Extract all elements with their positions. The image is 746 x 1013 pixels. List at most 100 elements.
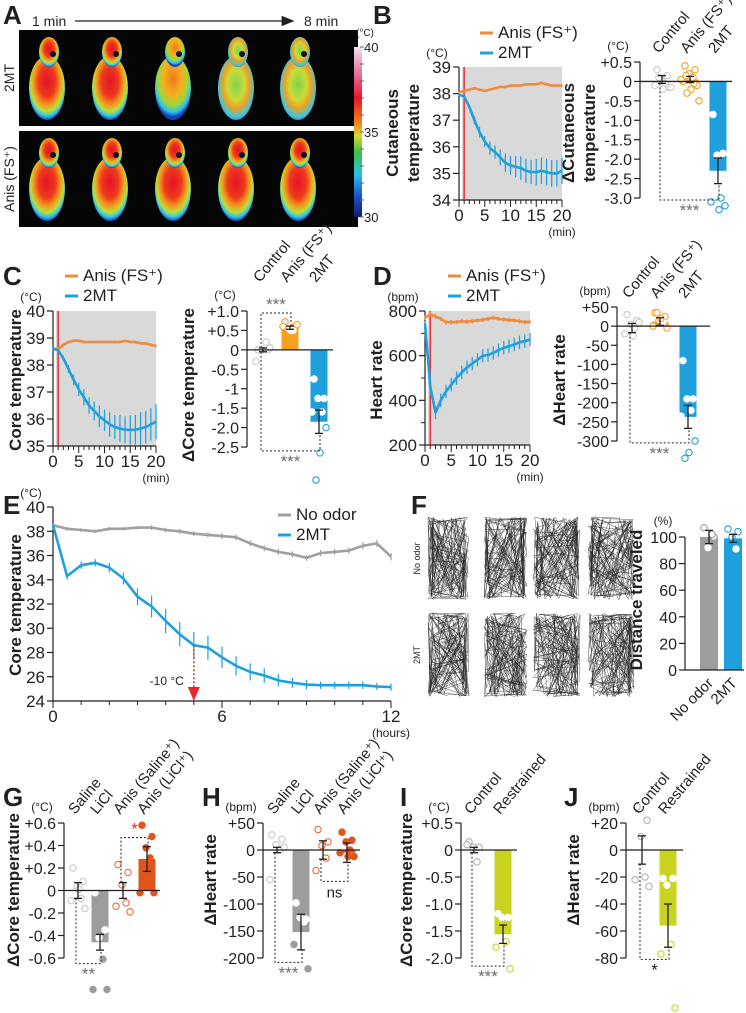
mouse-body	[29, 56, 65, 120]
y-tick-label: -0.4	[28, 929, 56, 946]
mouse-thermal-image	[92, 138, 128, 221]
data-point	[659, 85, 667, 93]
x-tick-label: 20	[521, 451, 540, 470]
data-point	[314, 825, 322, 834]
series-anis-fs-	[52, 339, 157, 351]
y-axis-title: temperature	[580, 84, 599, 182]
data-point	[262, 338, 270, 346]
y-tick-label: +50	[582, 300, 609, 317]
data-point	[659, 874, 667, 883]
data-point	[266, 875, 274, 884]
data-point	[292, 899, 300, 907]
series-line	[458, 93, 563, 175]
bar-chart-c: +1.0+0.50-0.5-1-1.5-2.0-2.5(°C)ControlAn…	[179, 221, 338, 484]
data-point	[142, 843, 150, 852]
data-point	[338, 828, 346, 836]
colorbar-unit: (°C)	[356, 28, 374, 39]
data-point	[138, 821, 146, 829]
mouse-body	[92, 56, 128, 120]
bar	[138, 859, 156, 891]
data-point	[691, 66, 699, 74]
row-label: Anis (FS⁺)	[1, 146, 17, 212]
data-point	[318, 841, 326, 850]
data-point	[657, 314, 665, 323]
bar	[679, 326, 697, 417]
significance-label: ***	[266, 295, 286, 314]
y-tick-label: 34	[432, 191, 451, 210]
y-tick-label: -200	[223, 951, 255, 968]
data-point	[704, 543, 712, 552]
x-tick-label: 0	[48, 707, 57, 726]
data-point	[677, 412, 685, 420]
y-axis-unit: (°C)	[20, 486, 41, 500]
data-point	[657, 950, 665, 958]
y-axis-unit: (°C)	[20, 290, 41, 304]
mouse-eye	[239, 152, 245, 158]
colorbar-tick-label: 35	[364, 125, 378, 140]
data-point	[492, 943, 500, 951]
series-line	[423, 323, 531, 414]
panel-label-d: D	[373, 261, 392, 291]
y-tick-label: -0.6	[28, 951, 56, 968]
panel-label-e: E	[3, 490, 20, 520]
y-tick-label: -250	[577, 415, 609, 432]
bar-group-anis-fs	[677, 62, 703, 105]
data-point	[342, 838, 350, 846]
colorbar-tick-label: 30	[364, 210, 378, 225]
legend-label: 2MT	[498, 43, 532, 62]
y-axis-unit: (°C)	[426, 46, 447, 60]
mouse-thermal-image	[218, 138, 254, 221]
data-point	[278, 835, 286, 843]
panel-label-h: H	[202, 782, 221, 812]
data-point	[629, 331, 637, 340]
category-label: 2MT	[708, 675, 741, 708]
bar-group-2mt	[677, 326, 699, 462]
mouse-thermal-image	[218, 37, 254, 120]
y-axis-unit: (bpm)	[579, 284, 610, 298]
data-point	[717, 194, 725, 202]
bar-group-anis-fs	[279, 318, 301, 350]
panel-label-b: B	[373, 0, 392, 30]
bar-group-control	[651, 66, 675, 93]
y-tick-label: -0.5	[604, 94, 632, 111]
bar-group-anis-licl	[336, 828, 358, 864]
mouse-body	[218, 157, 254, 221]
bar-chart-g: +0.6+0.4+0.20-0.2-0.4-0.6(°C) SalineLiClA…	[4, 735, 197, 994]
data-point	[312, 866, 320, 875]
y-tick-label: 0	[47, 884, 56, 901]
x-axis-unit: (min)	[142, 471, 169, 485]
data-point	[310, 375, 318, 383]
significance-label: ***	[279, 963, 299, 982]
panel-label-a: A	[3, 0, 22, 30]
temperature-colorbar	[354, 47, 362, 217]
time-start-label: 1 min	[32, 13, 66, 29]
y-axis-unit: (bpm)	[588, 800, 619, 814]
x-axis-unit: (min)	[548, 225, 575, 239]
mouse-head	[228, 138, 248, 168]
bar-group-restrained	[492, 850, 514, 973]
mouse-thermal-image	[280, 138, 316, 221]
series-line	[52, 523, 392, 560]
category-label: No odor	[667, 675, 717, 725]
y-tick-label: +0.5	[207, 323, 239, 340]
data-point	[685, 448, 693, 457]
y-tick-label: -1.5	[211, 401, 239, 418]
y-axis-title: Heart rate	[367, 340, 386, 419]
bar-group-saline	[67, 864, 89, 913]
data-point	[695, 97, 703, 105]
y-tick-label: -2.0	[604, 152, 632, 169]
y-tick-label: -100	[577, 357, 609, 374]
x-tick-label: 15	[494, 451, 513, 470]
y-tick-label: -2.5	[211, 440, 239, 457]
legend-label: Anis (FS⁺)	[466, 266, 546, 285]
data-point	[687, 406, 695, 415]
mouse-body	[29, 157, 65, 221]
series-no-odor	[52, 523, 392, 561]
y-tick-label: 36	[432, 138, 451, 157]
legend-label: Anis (FS⁺)	[83, 266, 163, 285]
y-tick-label: 0	[609, 843, 618, 860]
mouse-head	[165, 138, 185, 168]
y-axis-title: ΔHeart rate	[550, 334, 569, 426]
data-point	[101, 926, 109, 934]
series-line	[424, 313, 531, 324]
